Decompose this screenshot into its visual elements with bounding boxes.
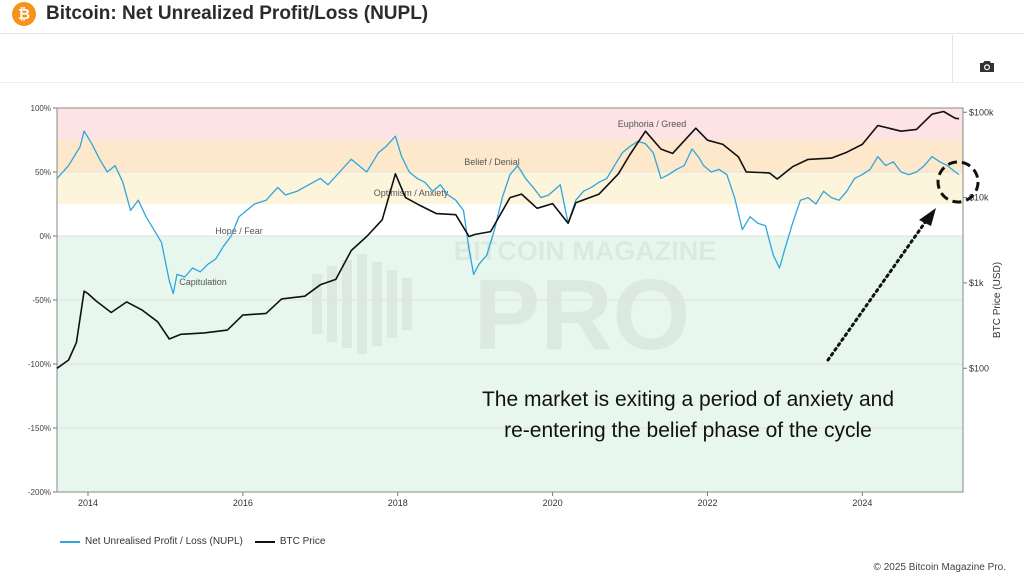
- zone-band: [57, 204, 963, 236]
- plot-border: [56, 107, 964, 493]
- series-line-nupl: [56, 130, 960, 295]
- x-axis-tick-label: 2018: [388, 498, 408, 508]
- left-axis-tick-label: -50%: [32, 296, 51, 305]
- x-axis-tick-label: 2016: [233, 498, 253, 508]
- annotation-arrow-line: [826, 219, 928, 362]
- zone-band: [57, 140, 963, 172]
- watermark-line1: BITCOIN MAGAZINE: [454, 236, 717, 266]
- screenshot-button[interactable]: [975, 55, 999, 77]
- x-axis-tick-label: 2024: [852, 498, 872, 508]
- annotation: The market is exiting a period of anxiet…: [482, 160, 980, 442]
- zone-label: Euphoria / Greed: [618, 119, 687, 129]
- camera-icon: [980, 60, 994, 72]
- axes-layer: 100% 50% 0% -50% -100% -150% -200% 2014 2016 2018…: [28, 104, 1003, 508]
- left-axis-tick-label: -150%: [28, 424, 51, 433]
- watermark: BITCOIN MAGAZINE PRO: [312, 236, 716, 371]
- watermark-logo-icon: [312, 254, 412, 354]
- left-axis-tick-label: 100%: [31, 104, 51, 113]
- bitcoin-logo-icon: ₿: [12, 2, 36, 26]
- right-axis-tick-label: $100k: [969, 107, 994, 117]
- nupl-chart: Euphoria / Greed Belief / Denial Optimism …: [28, 104, 1003, 508]
- chart-legend: Net Unrealised Profit / Loss (NUPL) BTC …: [60, 536, 331, 547]
- page-header: ₿ Bitcoin: Net Unrealized Profit/Loss (N…: [0, 0, 1024, 34]
- chart-toolbar: [0, 35, 1024, 83]
- right-axis-tick-label: $1k: [969, 278, 984, 288]
- left-axis-tick-label: 50%: [35, 168, 51, 177]
- left-axis-tick-label: 0%: [39, 232, 51, 241]
- legend-swatch-price: [254, 540, 275, 543]
- legend-item-nupl[interactable]: Net Unrealised Profit / Loss (NUPL): [60, 536, 243, 547]
- legend-swatch-nupl: [60, 540, 80, 543]
- legend-label-price: BTC Price: [279, 536, 326, 547]
- zone-label: Optimism / Anxiety: [374, 188, 449, 198]
- left-axis-tick-label: -100%: [28, 360, 51, 369]
- watermark-line2: PRO: [474, 259, 691, 371]
- x-axis-tick-label: 2020: [543, 498, 563, 508]
- annotation-text-line1: The market is exiting a period of anxiet…: [482, 388, 894, 411]
- annotation-highlight-circle: [936, 160, 980, 204]
- right-axis-tick-label: $100: [969, 363, 989, 373]
- x-axis-tick-label: 2022: [697, 498, 717, 508]
- legend-label-nupl: Net Unrealised Profit / Loss (NUPL): [85, 536, 243, 547]
- toolbar-divider: [952, 35, 953, 82]
- zone-label: Belief / Denial: [464, 157, 520, 167]
- zone-band: [57, 108, 963, 140]
- zone-label: Capitulation: [179, 277, 227, 287]
- series-layer: [56, 110, 960, 369]
- zone-label: Hope / Fear: [215, 226, 263, 236]
- annotation-arrowhead-icon: [919, 208, 936, 226]
- right-axis-tick-label: $10k: [969, 193, 989, 203]
- legend-item-price[interactable]: BTC Price: [254, 536, 326, 547]
- x-axis-tick-label: 2014: [78, 498, 98, 508]
- left-axis-tick-label: -200%: [28, 488, 51, 497]
- page-title: Bitcoin: Net Unrealized Profit/Loss (NUP…: [46, 3, 429, 24]
- annotation-text-line2: re-entering the belief phase of the cycl…: [504, 419, 872, 442]
- series-line-btc-price: [56, 110, 960, 369]
- copyright-text: © 2025 Bitcoin Magazine Pro.: [873, 562, 1006, 573]
- right-axis-title: BTC Price (USD): [992, 262, 1003, 338]
